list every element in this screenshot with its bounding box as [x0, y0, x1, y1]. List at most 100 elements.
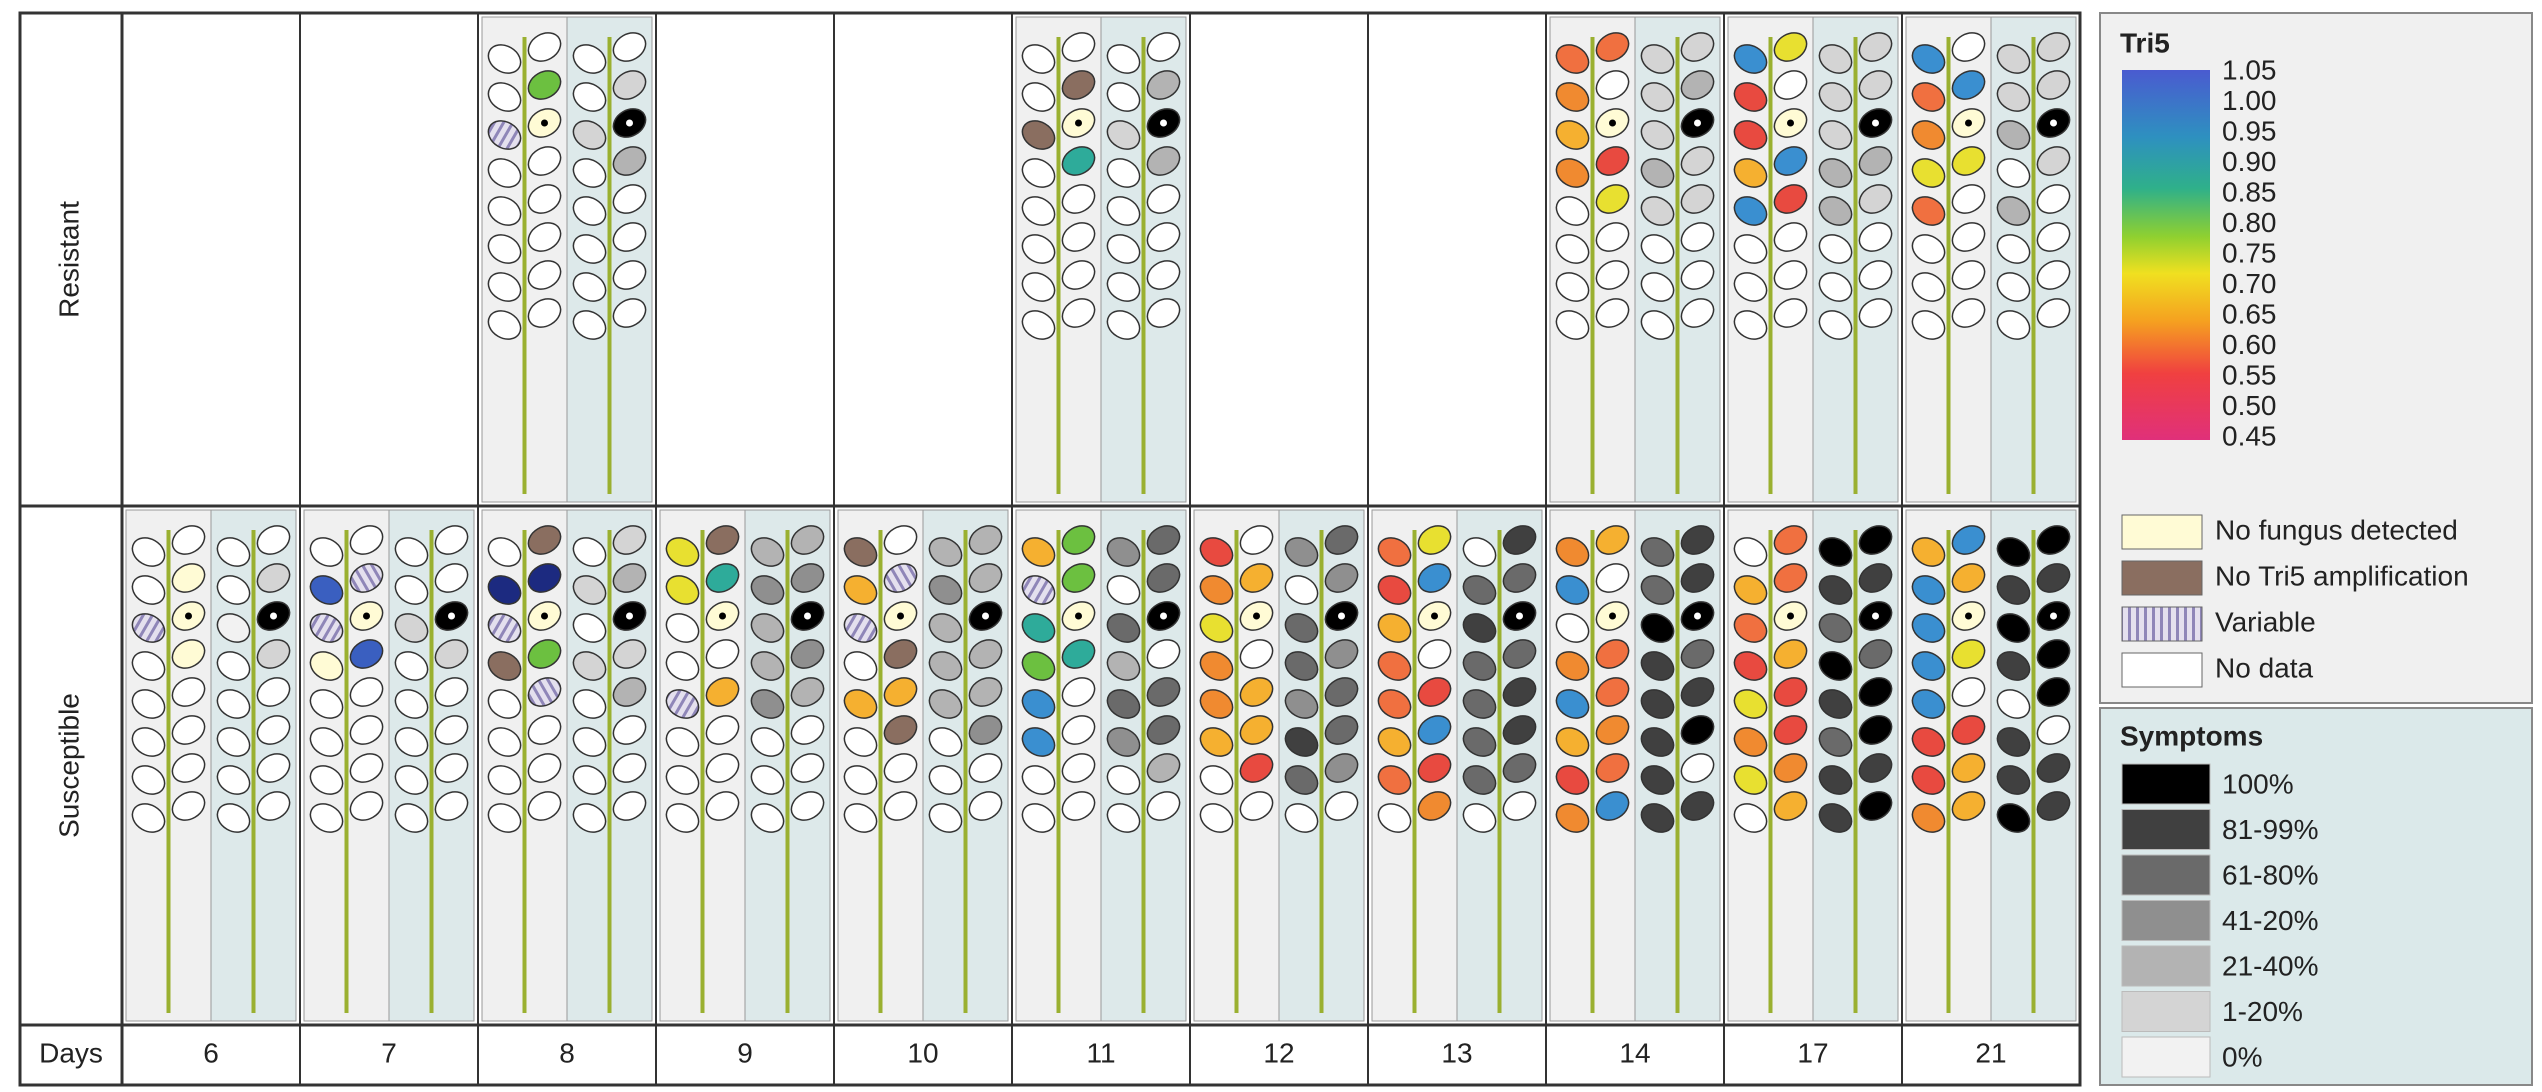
spikelet — [1911, 765, 1946, 795]
spikelet — [1733, 651, 1768, 681]
spikelet — [843, 727, 878, 757]
spikelet — [612, 32, 647, 62]
spikelet — [1377, 803, 1412, 833]
spikelet — [1106, 613, 1141, 643]
spikelet — [1858, 639, 1893, 669]
spikelet — [572, 44, 607, 74]
spikelet — [1555, 196, 1590, 226]
spikelet — [1996, 272, 2031, 302]
inoculation-point — [541, 119, 548, 127]
spikelet — [1996, 575, 2031, 605]
spikelet — [434, 639, 469, 669]
spikelet — [705, 677, 740, 707]
spikelet — [394, 689, 429, 719]
inoculation-point — [1694, 119, 1701, 127]
inoculation-point — [1872, 612, 1879, 620]
legend-swatch — [2121, 945, 2211, 987]
spikelet — [1733, 537, 1768, 567]
spikelet — [1911, 120, 1946, 150]
spikelet — [527, 791, 562, 821]
spikelet — [2036, 222, 2071, 252]
spikelet — [1324, 563, 1359, 593]
spike — [1640, 32, 1715, 494]
spikelet — [928, 803, 963, 833]
spikelet — [665, 651, 700, 681]
inoculation-point — [1609, 612, 1616, 620]
spikelet — [1818, 613, 1853, 643]
spikelet — [1733, 765, 1768, 795]
spikelet — [256, 563, 291, 593]
spikelet — [1951, 525, 1986, 555]
spikelet — [1680, 639, 1715, 669]
spikelet — [1462, 765, 1497, 795]
spikelet — [487, 272, 522, 302]
spikelet — [487, 537, 522, 567]
inoculation-point — [1338, 612, 1345, 620]
spikelet — [1951, 222, 1986, 252]
spike — [750, 525, 825, 1013]
day-label: 6 — [203, 1037, 219, 1068]
spikelet — [1106, 82, 1141, 112]
spikelet — [1284, 689, 1319, 719]
spikelet — [1555, 44, 1590, 74]
spikelet — [843, 613, 878, 643]
spikelet — [1021, 272, 1056, 302]
inoculation-point — [1253, 612, 1260, 620]
spikelet — [1021, 803, 1056, 833]
spikelet — [750, 537, 785, 567]
spikelet — [1106, 727, 1141, 757]
spikelet — [572, 82, 607, 112]
inoculation-point — [1965, 612, 1972, 620]
spikelet — [1324, 677, 1359, 707]
spikelet — [309, 575, 344, 605]
spikelet — [968, 753, 1003, 783]
spikelet — [1773, 639, 1808, 669]
spikelet — [1106, 158, 1141, 188]
spikelet — [1146, 563, 1181, 593]
spikelet — [487, 82, 522, 112]
spikelet — [750, 613, 785, 643]
spikelet — [1377, 689, 1412, 719]
inoculation-point — [1787, 612, 1794, 620]
spikelet — [612, 563, 647, 593]
spikelet — [1595, 184, 1630, 214]
spikelet — [928, 689, 963, 719]
legend-swatch — [2121, 900, 2211, 941]
spikelet — [487, 158, 522, 188]
spikelet — [394, 613, 429, 643]
spikelet — [572, 272, 607, 302]
spikelet — [1640, 575, 1675, 605]
spikelet — [394, 651, 429, 681]
spikelet — [1324, 715, 1359, 745]
spikelet — [572, 234, 607, 264]
spikelet — [2036, 791, 2071, 821]
spikelet — [1284, 727, 1319, 757]
spikelet — [1773, 32, 1808, 62]
spikelet — [1911, 44, 1946, 74]
inoculation-point — [626, 119, 633, 127]
spike — [1555, 525, 1630, 1013]
spikelet — [1377, 765, 1412, 795]
spikelet — [1595, 32, 1630, 62]
spikelet — [1146, 70, 1181, 100]
legend-swatch — [2121, 763, 2211, 805]
inoculation-point — [982, 612, 989, 620]
spikelet — [1106, 575, 1141, 605]
spikelet — [1773, 753, 1808, 783]
spikelet — [1555, 575, 1590, 605]
spikelet — [1858, 222, 1893, 252]
spikelet — [527, 32, 562, 62]
spikelet — [1911, 158, 1946, 188]
spikelet — [1061, 184, 1096, 214]
colorbar-label: 0.50 — [2222, 390, 2277, 421]
spike — [1996, 32, 2071, 494]
spikelet — [1417, 525, 1452, 555]
spike — [487, 525, 562, 1013]
spikelet — [1021, 613, 1056, 643]
spike — [928, 525, 1003, 1013]
spikelet — [1021, 765, 1056, 795]
spikelet — [1021, 158, 1056, 188]
spike — [1555, 32, 1630, 494]
spikelet — [1061, 146, 1096, 176]
spikelet — [1106, 234, 1141, 264]
